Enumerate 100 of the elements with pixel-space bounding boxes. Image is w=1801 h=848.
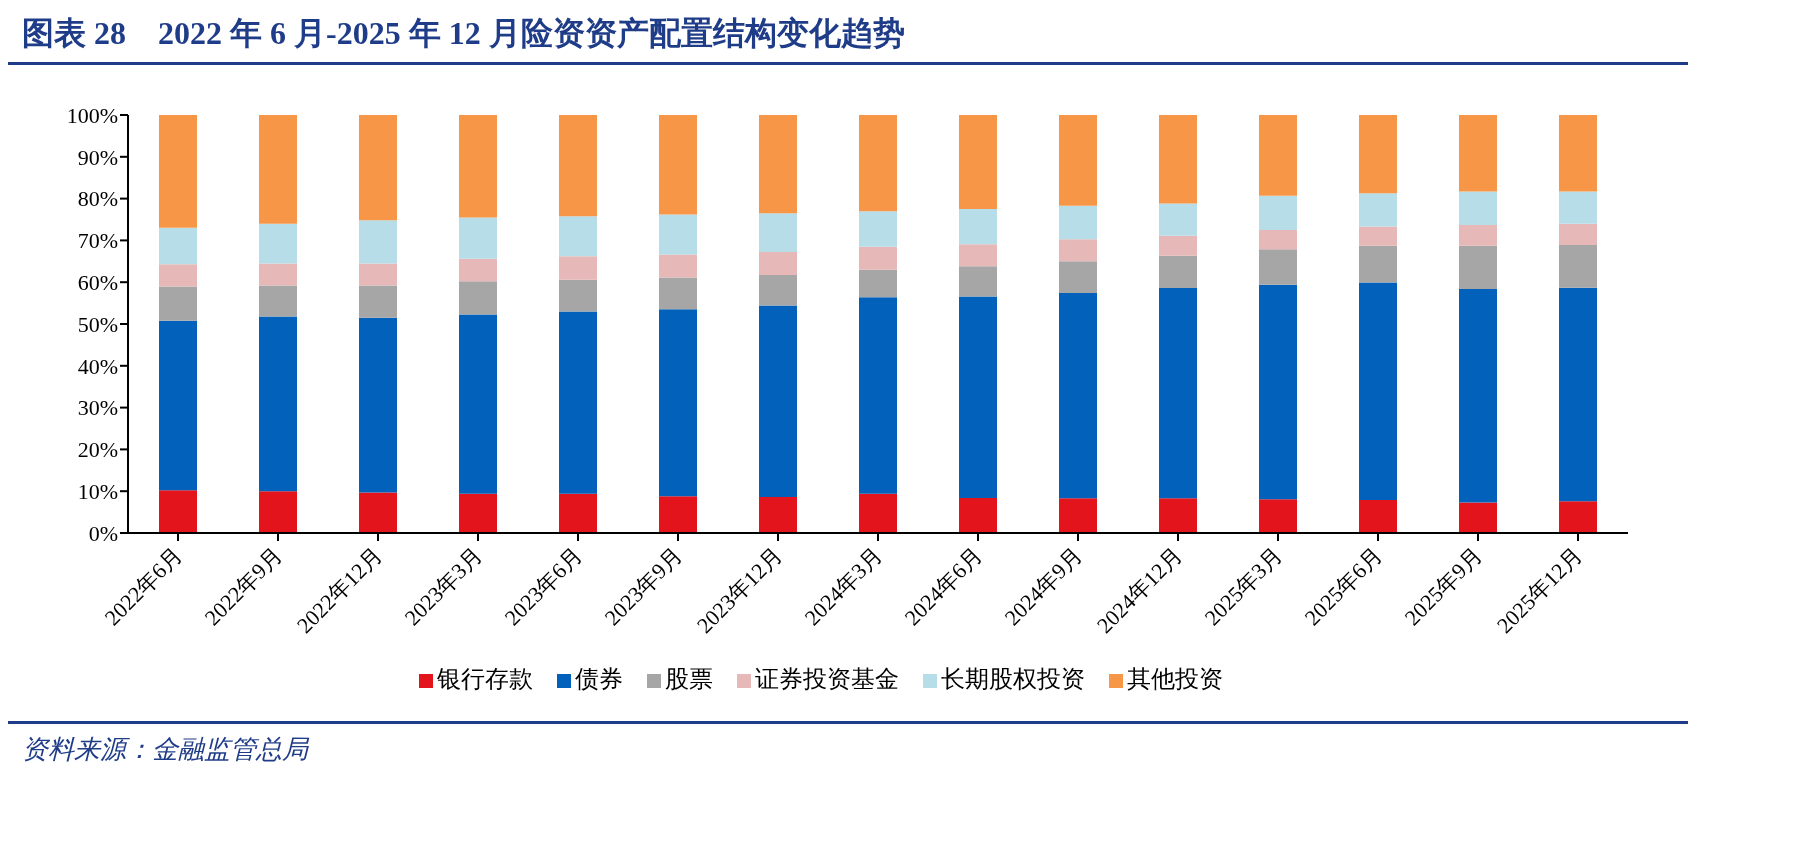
bar: [1459, 115, 1497, 192]
bar: [1359, 193, 1397, 227]
bar: [1559, 115, 1597, 192]
bar: [959, 244, 997, 267]
bar: [159, 286, 197, 321]
bar: [1259, 249, 1297, 285]
legend-label: 股票: [665, 666, 713, 692]
bar: [259, 263, 297, 286]
bar: [1359, 245, 1397, 283]
bar: [459, 115, 497, 218]
bar: [1459, 245, 1497, 289]
bar: [859, 269, 897, 298]
bar: [1159, 498, 1197, 533]
legend-label: 银行存款: [437, 666, 533, 692]
bar: [759, 305, 797, 498]
bar: [559, 279, 597, 312]
y-tick-label: 90%: [77, 144, 118, 170]
bar: [1459, 502, 1497, 533]
bar: [559, 256, 597, 280]
bar: [959, 296, 997, 498]
bar: [1059, 115, 1097, 206]
bar: [159, 264, 197, 287]
bar: [259, 115, 297, 224]
y-tick-label: 100%: [66, 102, 118, 128]
bar: [359, 285, 397, 318]
bar: [259, 316, 297, 492]
bar: [559, 311, 597, 494]
bar: [1359, 499, 1397, 533]
bar: [1259, 284, 1297, 500]
bar: [359, 220, 397, 264]
bar: [859, 246, 897, 270]
bar: [359, 263, 397, 286]
bar: [659, 254, 697, 278]
bar: [1559, 287, 1597, 502]
bar: [659, 214, 697, 255]
bar: [459, 493, 497, 533]
bar: [1259, 229, 1297, 250]
bar: [1559, 245, 1597, 288]
bar: [559, 216, 597, 257]
bar: [359, 317, 397, 493]
bar: [659, 277, 697, 310]
bar: [659, 496, 697, 533]
bar: [959, 266, 997, 297]
bar: [259, 223, 297, 264]
bar: [1059, 293, 1097, 499]
bar: [459, 217, 497, 259]
bar: [1559, 191, 1597, 224]
y-tick-label: 40%: [77, 353, 118, 379]
bar: [459, 258, 497, 282]
bar: [1359, 226, 1397, 246]
bar: [1359, 115, 1397, 194]
bar: [1459, 288, 1497, 503]
bar: [159, 490, 197, 533]
bar: [1159, 288, 1197, 499]
bar: [159, 320, 197, 491]
bar: [1259, 195, 1297, 230]
bar: [1159, 115, 1197, 204]
bar: [1359, 282, 1397, 500]
bar: [259, 491, 297, 533]
bar: [1559, 501, 1597, 533]
bar: [959, 497, 997, 533]
y-tick-label: 20%: [77, 437, 118, 463]
bar: [959, 209, 997, 245]
y-tick-label: 30%: [77, 395, 118, 421]
bar: [759, 497, 797, 533]
y-tick-label: 80%: [77, 186, 118, 212]
bar: [659, 115, 697, 215]
y-tick-label: 60%: [77, 270, 118, 296]
bar: [1159, 255, 1197, 289]
bar: [1459, 191, 1497, 225]
bar: [1259, 115, 1297, 196]
bar: [759, 252, 797, 276]
bar: [759, 275, 797, 306]
bar: [159, 227, 197, 265]
bar: [559, 493, 597, 533]
bar: [659, 309, 697, 497]
bar: [1059, 239, 1097, 262]
y-tick-label: 0%: [88, 520, 118, 546]
legend-label: 长期股权投资: [941, 666, 1085, 692]
bar: [1059, 498, 1097, 533]
bar: [759, 115, 797, 214]
bar: [559, 115, 597, 217]
bar: [959, 115, 997, 210]
bar: [1459, 224, 1497, 246]
bar: [359, 115, 397, 221]
bar: [1059, 261, 1097, 294]
bar: [159, 115, 197, 228]
bar: [459, 281, 497, 315]
legend-label: 证券投资基金: [755, 666, 899, 692]
legend-label: 其他投资: [1127, 666, 1223, 692]
bar: [259, 285, 297, 317]
bar: [1159, 235, 1197, 256]
bar: [859, 493, 897, 533]
bar: [459, 314, 497, 494]
y-tick-label: 10%: [77, 479, 118, 505]
bar: [759, 213, 797, 253]
text: 资料来源：金融监管总局: [21, 734, 310, 766]
bar: [1059, 205, 1097, 240]
bar: [1259, 499, 1297, 533]
chart-title: 图表 28 2022 年 6 月-2025 年 12 月险资资产配置结构变化趋势: [21, 14, 906, 53]
